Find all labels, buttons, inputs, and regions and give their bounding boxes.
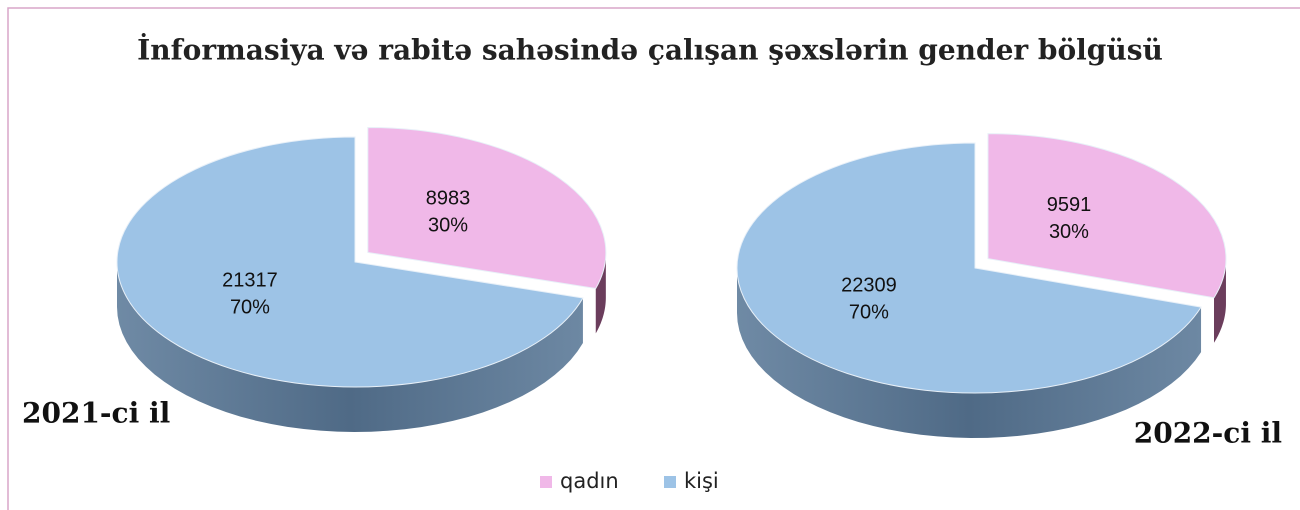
legend-label: qadın (560, 469, 619, 493)
data-label: 21317 (222, 269, 278, 291)
slice-side (117, 262, 583, 432)
percent-label: 70% (230, 296, 270, 318)
slice-side (737, 268, 1202, 438)
pie-label: 2022-ci il (1134, 417, 1282, 450)
slice (736, 142, 1202, 394)
data-label: 22309 (841, 275, 897, 297)
legend-label: kişi (684, 469, 719, 493)
slice (987, 133, 1227, 299)
frame (7, 7, 1300, 510)
slice (367, 126, 607, 289)
legend-swatch (540, 476, 552, 488)
chart-title: İnformasiya və rabitə sahəsində çalışan … (137, 33, 1163, 67)
data-label: 9591 (1047, 194, 1092, 216)
percent-label: 70% (849, 302, 889, 324)
slice-side (595, 252, 606, 334)
slice (116, 136, 584, 388)
percent-label: 30% (1049, 221, 1089, 243)
data-label: 8983 (426, 187, 471, 209)
legend-swatch (664, 476, 676, 488)
pie-label: 2021-ci il (22, 397, 170, 430)
percent-label: 30% (428, 214, 468, 236)
